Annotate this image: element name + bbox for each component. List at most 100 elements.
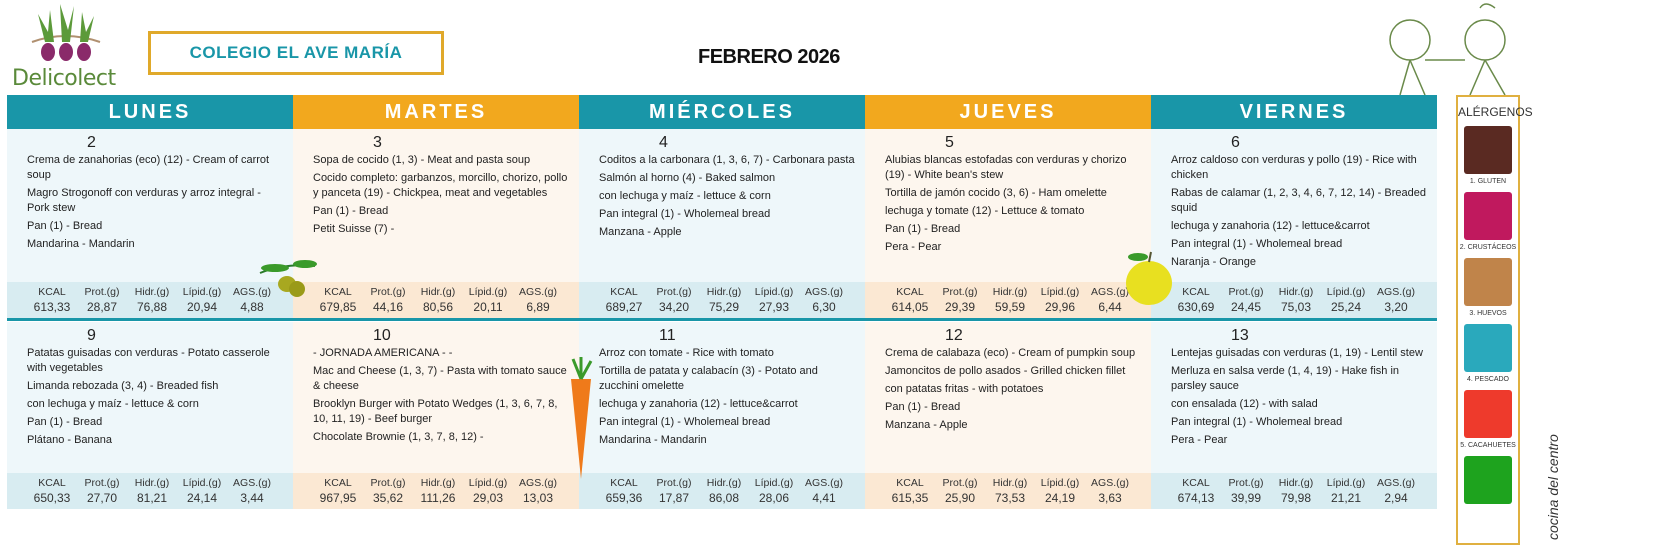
nutrition-value: 35,62: [372, 491, 404, 505]
nutrition-value: 28,06: [758, 491, 790, 505]
nutrition-value: 659,36: [605, 491, 643, 505]
nutrition-panel: KCAL Prot.(g) Hidr.(g) Lípid.(g) AGS.(g) 614,…: [865, 282, 1151, 318]
nutrition-panel: KCAL Prot.(g) Hidr.(g) Lípid.(g) AGS.(g) 630,…: [1151, 282, 1437, 318]
nutrition-value: 27,70: [86, 491, 118, 505]
menu-item: Lentejas guisadas con verduras (1, 19) -…: [1171, 347, 1423, 359]
day-header-2: MIÉRCOLES: [579, 95, 865, 129]
nutrition-value: 29,39: [944, 300, 976, 314]
nutrition-value: 28,87: [86, 300, 118, 314]
nutrition-value: 4,88: [240, 300, 264, 314]
nutrition-value: 73,53: [994, 491, 1026, 505]
nutrition-label: Prot.(g): [656, 477, 692, 489]
nutrition-value: 29,03: [472, 491, 504, 505]
nutrition-label: Hidr.(g): [706, 477, 742, 489]
day-cell: 12 Crema de calabaza (eco) - Cream of pum…: [865, 322, 1151, 473]
nutrition-label: Lípid.(g): [1326, 286, 1366, 298]
nutrition-label: Hidr.(g): [992, 477, 1028, 489]
allergen-label: 2. CRUSTÁCEOS: [1459, 244, 1517, 251]
allergen-label: 1. GLUTEN: [1469, 178, 1507, 185]
nutrition-label: AGS.(g): [805, 286, 843, 298]
day-number: 4: [659, 134, 668, 151]
nutrition-value: 2,94: [1384, 491, 1408, 505]
menu-item: Salmón al horno (4) - Baked salmon: [599, 172, 776, 184]
nutrition-panel: KCAL Prot.(g) Hidr.(g) Lípid.(g) AGS.(g) 967,…: [293, 473, 579, 509]
nutrition-value: 39,99: [1230, 491, 1262, 505]
nutrition-label: KCAL: [324, 286, 352, 298]
fish-icon: [1464, 324, 1512, 372]
nutrition-label: Prot.(g): [656, 286, 692, 298]
menu-item: Pera - Pear: [885, 241, 942, 253]
menu-item: Pan (1) - Bread: [885, 401, 961, 413]
allergen-label: 5. CACAHUETES: [1460, 442, 1516, 449]
menu-item: Pan integral (1) - Wholemeal bread: [1171, 238, 1343, 250]
day-cell: 11 Arroz con tomate - Rice with tomato Tor…: [579, 322, 865, 473]
day-number: 6: [1231, 134, 1240, 151]
nutrition-value: 34,20: [658, 300, 690, 314]
day-cell: 2 Crema de zanahorias (eco) (12) - Cream …: [7, 129, 293, 282]
day-number: 11: [659, 327, 676, 344]
day-header-4: VIERNES: [1151, 95, 1437, 129]
nutrition-value: 3,63: [1098, 491, 1122, 505]
menu-item: Pan (1) - Bread: [27, 416, 103, 428]
menu-item: Pan (1) - Bread: [27, 220, 103, 232]
menu-item: - JORNADA AMERICANA - -: [313, 347, 453, 359]
menu-item: Chocolate Brownie (1, 3, 7, 8, 12) -: [313, 431, 484, 443]
plant-icon: [1464, 456, 1512, 504]
menu-item: Tortilla de patata y calabacín (3) - Pot…: [599, 365, 818, 392]
nutrition-label: Prot.(g): [1228, 286, 1264, 298]
menu-item: Mandarina - Mandarin: [599, 434, 707, 446]
allergen-label: 4. PESCADO: [1466, 376, 1509, 383]
menu-item: Alubias blancas estofadas con verduras y…: [885, 154, 1127, 181]
nutrition-value: 24,14: [186, 491, 218, 505]
allergen-item: 2. CRUSTÁCEOS: [1460, 192, 1516, 251]
day-header-0: LUNES: [7, 95, 293, 129]
allergen-item: 5. CACAHUETES: [1460, 390, 1516, 449]
menu-item: lechuga y zanahoria (12) - lettuce&carro…: [1171, 220, 1370, 232]
allergen-item: 4. PESCADO: [1464, 324, 1512, 383]
nutrition-value: 17,87: [658, 491, 690, 505]
nutrition-value: 4,41: [812, 491, 836, 505]
allergen-label: 3. HUEVOS: [1469, 310, 1507, 317]
day-number: 10: [373, 327, 391, 344]
menu-item: Crema de calabaza (eco) - Cream of pumpk…: [885, 347, 1136, 359]
nutrition-label: KCAL: [1182, 477, 1210, 489]
menu-item: Mac and Cheese (1, 3, 7) - Pasta with to…: [313, 365, 567, 392]
day-cell: 13 Lentejas guisadas con verduras (1, 19)…: [1151, 322, 1437, 473]
nutrition-value: 24,45: [1230, 300, 1262, 314]
menu-item: Pan integral (1) - Wholemeal bread: [1171, 416, 1343, 428]
nutrition-label: AGS.(g): [805, 477, 843, 489]
nutrition-panel: KCAL Prot.(g) Hidr.(g) Lípid.(g) AGS.(g) 613,…: [7, 282, 293, 318]
menu-item: Pan integral (1) - Wholemeal bread: [599, 208, 771, 220]
menu-item: lechuga y zanahoria (12) - lettuce&carro…: [599, 398, 798, 410]
menu-item: Jamoncitos de pollo asados - Grilled chi…: [885, 365, 1126, 377]
nutrition-panel: KCAL Prot.(g) Hidr.(g) Lípid.(g) AGS.(g) 679,…: [293, 282, 579, 318]
nutrition-value: 75,29: [708, 300, 740, 314]
menu-item: con lechuga y maíz - lettuce & corn: [599, 190, 771, 202]
nutrition-panel: KCAL Prot.(g) Hidr.(g) Lípid.(g) AGS.(g) 674,…: [1151, 473, 1437, 509]
nutrition-label: Prot.(g): [370, 477, 406, 489]
menu-item: Cocido completo: garbanzos, morcillo, ch…: [313, 172, 568, 199]
nutrition-panel: KCAL Prot.(g) Hidr.(g) Lípid.(g) AGS.(g) 650,…: [7, 473, 293, 509]
menu-item: Crema de zanahorias (eco) (12) - Cream o…: [27, 154, 270, 181]
nutrition-label: AGS.(g): [519, 477, 557, 489]
nutrition-value: 967,95: [319, 491, 357, 505]
menu-item: Brooklyn Burger with Potato Wedges (1, 3…: [313, 398, 558, 425]
day-cell: 10 - JORNADA AMERICANA - - Mac and Cheese …: [293, 322, 579, 473]
menu-item: Sopa de cocido (1, 3) - Meat and pasta s…: [313, 154, 531, 166]
nutrition-value: 25,90: [944, 491, 976, 505]
nutrition-value: 44,16: [372, 300, 404, 314]
nutrition-label: KCAL: [1182, 286, 1210, 298]
menu-item: Magro Strogonoff con verduras y arroz in…: [27, 187, 261, 214]
day-header-1: MARTES: [293, 95, 579, 129]
nutrition-value: 3,44: [240, 491, 264, 505]
nutrition-value: 674,13: [1177, 491, 1215, 505]
nutrition-value: 59,59: [994, 300, 1026, 314]
nutrition-value: 79,98: [1280, 491, 1312, 505]
menu-item: Merluza en salsa verde (1, 4, 19) - Hake…: [1171, 365, 1400, 392]
nutrition-panel: KCAL Prot.(g) Hidr.(g) Lípid.(g) AGS.(g) 615,…: [865, 473, 1151, 509]
nutrition-value: 6,44: [1098, 300, 1122, 314]
menu-item: Tortilla de jamón cocido (3, 6) - Ham om…: [885, 187, 1107, 199]
nutrition-panel: KCAL Prot.(g) Hidr.(g) Lípid.(g) AGS.(g) 689,…: [579, 282, 865, 318]
month-title: FEBRERO 2026: [698, 46, 840, 68]
allergen-item: 1. GLUTEN: [1464, 126, 1512, 185]
